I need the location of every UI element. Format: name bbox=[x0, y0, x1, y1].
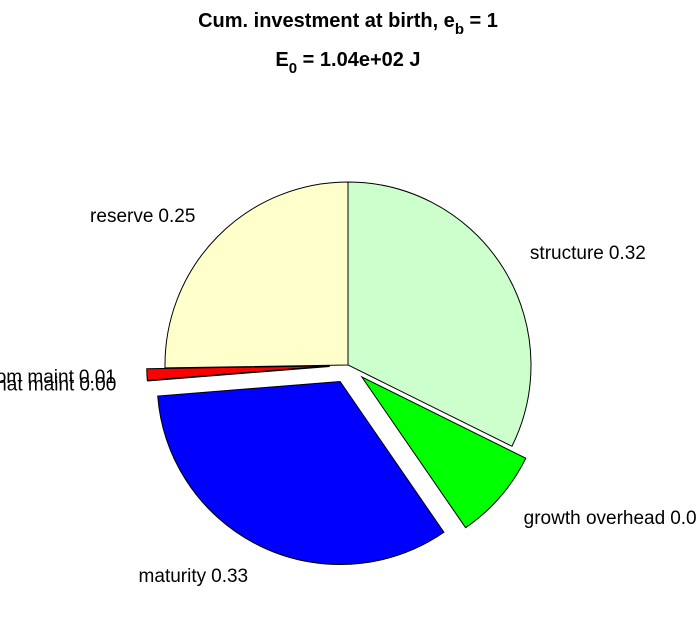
slice-name: maturity bbox=[139, 566, 207, 587]
chart-subtitle: E0 = 1.04e+02 J bbox=[275, 49, 420, 77]
chart-title: Cum. investment at birth, eb = 1 bbox=[198, 10, 498, 38]
pie-slice bbox=[146, 365, 330, 381]
pie-slice bbox=[164, 181, 349, 369]
slice-label: maturity 0.33 bbox=[139, 566, 249, 587]
subtitle-text: = 1.04e+02 J bbox=[297, 49, 420, 71]
slice-name: growth overhead bbox=[524, 508, 666, 529]
slice-value: 0.32 bbox=[609, 243, 646, 264]
slice-name: som maint bbox=[0, 367, 75, 388]
title-subscript: b bbox=[455, 21, 464, 38]
slice-name: mat maint bbox=[0, 374, 75, 395]
slice-value: 0.33 bbox=[211, 566, 248, 587]
slice-name: reserve bbox=[90, 206, 153, 227]
pie-slice bbox=[347, 181, 532, 447]
subtitle-subscript: 0 bbox=[289, 60, 297, 77]
slice-name: structure bbox=[530, 243, 604, 264]
slice-value: 0.08 bbox=[670, 508, 696, 529]
subtitle-text: E bbox=[275, 49, 288, 71]
pie-slice bbox=[157, 381, 445, 566]
slice-value: 0.00 bbox=[79, 374, 116, 395]
slice-label: reserve 0.25 bbox=[90, 206, 195, 227]
pie-slice bbox=[360, 375, 527, 529]
slice-value: 0.01 bbox=[79, 367, 116, 388]
title-text: = 1 bbox=[464, 10, 498, 32]
slice-label: structure 0.32 bbox=[530, 243, 646, 264]
title-text: Cum. investment at birth, e bbox=[198, 10, 455, 32]
slice-value: 0.25 bbox=[158, 206, 195, 227]
